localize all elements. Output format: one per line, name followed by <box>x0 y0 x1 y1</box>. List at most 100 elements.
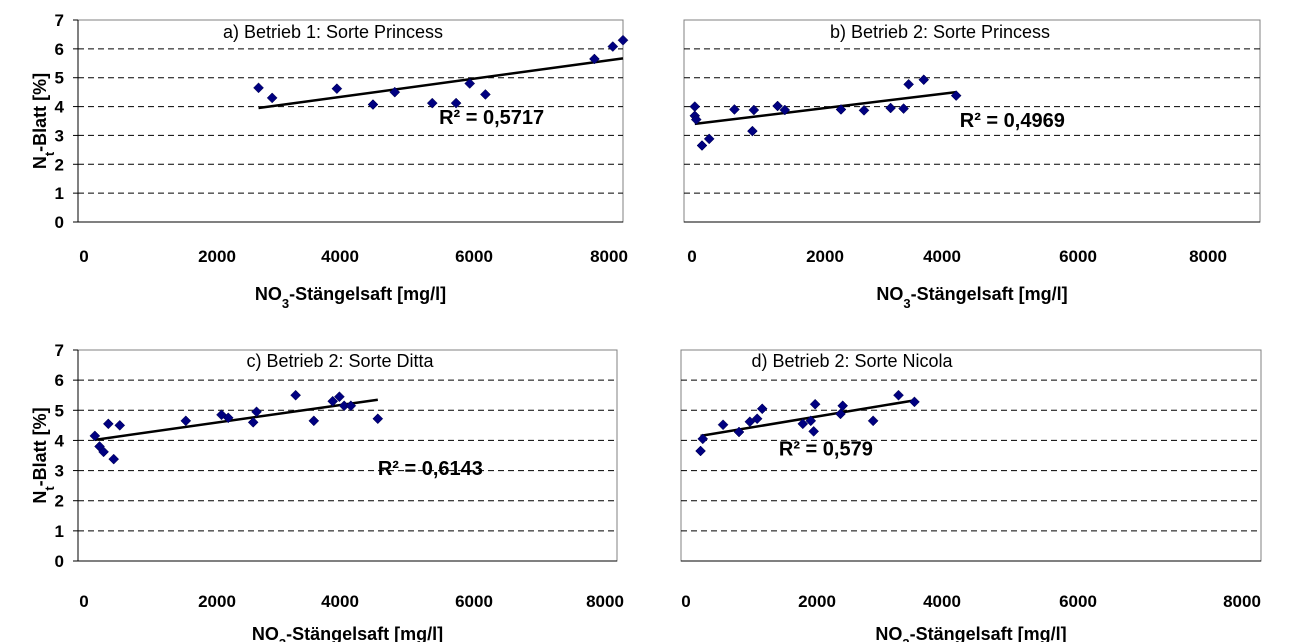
data-point <box>108 453 120 465</box>
data-point <box>98 446 109 458</box>
y-tick-label: 2 <box>55 492 64 511</box>
y-tick-label: 5 <box>55 69 64 88</box>
chart-title: c) Betrieb 2: Sorte Ditta <box>246 351 434 371</box>
data-point <box>327 395 339 407</box>
data-point <box>697 433 709 445</box>
data-point <box>290 389 301 401</box>
x-axis-label: NO3-Stängelsaft [mg/l] <box>255 284 446 311</box>
data-point <box>464 78 476 89</box>
x-tick-label: 2000 <box>806 247 844 266</box>
data-point <box>909 396 920 408</box>
x-tick-label: 2000 <box>198 247 236 266</box>
data-point <box>222 412 234 424</box>
data-point <box>756 403 768 415</box>
data-point <box>885 102 896 114</box>
y-tick-label: 3 <box>55 462 64 481</box>
chart-title: a) Betrieb 1: Sorte Princess <box>223 22 443 42</box>
data-point <box>808 426 820 437</box>
y-axis-label: Nt-Blatt [%] <box>30 73 57 169</box>
x-axis-label: NO3-Stängelsaft [mg/l] <box>252 624 443 642</box>
x-axis-label: NO3-Stängelsaft [mg/l] <box>876 284 1067 311</box>
data-point <box>253 82 264 94</box>
r-squared-label: R² = 0,4969 <box>960 110 1065 132</box>
x-tick-label: 0 <box>79 247 88 266</box>
x-tick-label: 6000 <box>1059 247 1097 266</box>
data-point <box>102 418 114 430</box>
x-tick-label: 4000 <box>923 247 961 266</box>
x-tick-label: 6000 <box>455 592 493 611</box>
data-point <box>748 104 760 116</box>
data-point <box>898 103 909 114</box>
data-point <box>797 418 809 430</box>
x-tick-label: 4000 <box>321 592 359 611</box>
scatter-panel-4: 0 2000 4000 6000 8000 NO3-Stängelsaft [mg/l] d… <box>680 349 1262 642</box>
data-point <box>372 413 384 425</box>
data-point <box>114 420 126 431</box>
x-tick-label: 4000 <box>321 247 359 266</box>
data-point <box>733 426 745 438</box>
data-point <box>809 398 821 410</box>
x-tick-label: 8000 <box>1189 247 1227 266</box>
scatter-panel-2: 0 2000 4000 6000 8000 NO3-Stängelsaft [mg/l] b… <box>683 19 1261 311</box>
y-tick-label: 7 <box>55 341 64 360</box>
data-point <box>617 34 629 46</box>
r-squared-label: R² = 0,5717 <box>439 107 544 129</box>
plot-area <box>77 19 624 223</box>
data-point <box>805 415 817 427</box>
plot-area <box>77 349 618 562</box>
data-point <box>426 97 438 109</box>
data-point <box>867 415 879 427</box>
x-tick-label: 2000 <box>198 592 236 611</box>
x-tick-label: 6000 <box>1059 592 1097 611</box>
y-tick-label: 3 <box>55 126 64 145</box>
scatter-panel-1: 0 1 2 3 4 5 6 7 0 2000 4000 6000 8000 NO3-Stängelsaft… <box>30 11 629 311</box>
x-tick-label: 4000 <box>923 592 961 611</box>
plot-area <box>683 19 1261 223</box>
trendline <box>258 57 624 110</box>
x-tick-label: 8000 <box>590 247 628 266</box>
r-squared-label: R² = 0,6143 <box>378 458 483 480</box>
x-tick-label: 2000 <box>798 592 836 611</box>
data-point <box>837 400 849 412</box>
data-point <box>835 104 847 115</box>
data-point <box>266 92 278 104</box>
x-tick-label: 0 <box>687 247 696 266</box>
data-point <box>480 89 491 100</box>
data-point <box>950 90 962 101</box>
data-point <box>747 125 758 137</box>
data-point <box>367 99 379 110</box>
data-point <box>345 400 357 412</box>
data-point <box>918 74 930 86</box>
y-tick-label: 6 <box>55 40 64 59</box>
x-tick-label: 8000 <box>1223 592 1261 611</box>
data-point <box>893 389 904 401</box>
x-tick-label: 6000 <box>455 247 493 266</box>
data-point <box>858 104 870 116</box>
y-tick-label: 4 <box>55 98 65 117</box>
data-point <box>729 104 740 115</box>
data-point <box>251 406 262 418</box>
data-point <box>717 419 729 431</box>
y-tick-label: 5 <box>55 401 64 420</box>
r-squared-label: R² = 0,579 <box>779 439 873 461</box>
data-point <box>703 133 715 145</box>
y-tick-label: 2 <box>55 155 64 174</box>
data-point <box>334 391 345 403</box>
data-point <box>772 100 783 112</box>
x-axis-label: NO3-Stängelsaft [mg/l] <box>875 624 1066 642</box>
data-point <box>450 97 462 109</box>
plot-area <box>680 349 1262 562</box>
data-point <box>308 415 320 427</box>
data-point <box>331 83 343 95</box>
data-point <box>751 413 763 425</box>
chart-title: b) Betrieb 2: Sorte Princess <box>830 22 1050 42</box>
data-point <box>903 78 914 90</box>
trendline <box>94 398 378 442</box>
data-point <box>389 86 401 98</box>
data-point <box>779 104 791 116</box>
data-point <box>607 41 619 52</box>
y-tick-label: 6 <box>55 371 64 390</box>
y-tick-label: 1 <box>55 522 64 541</box>
trendline <box>694 90 957 126</box>
